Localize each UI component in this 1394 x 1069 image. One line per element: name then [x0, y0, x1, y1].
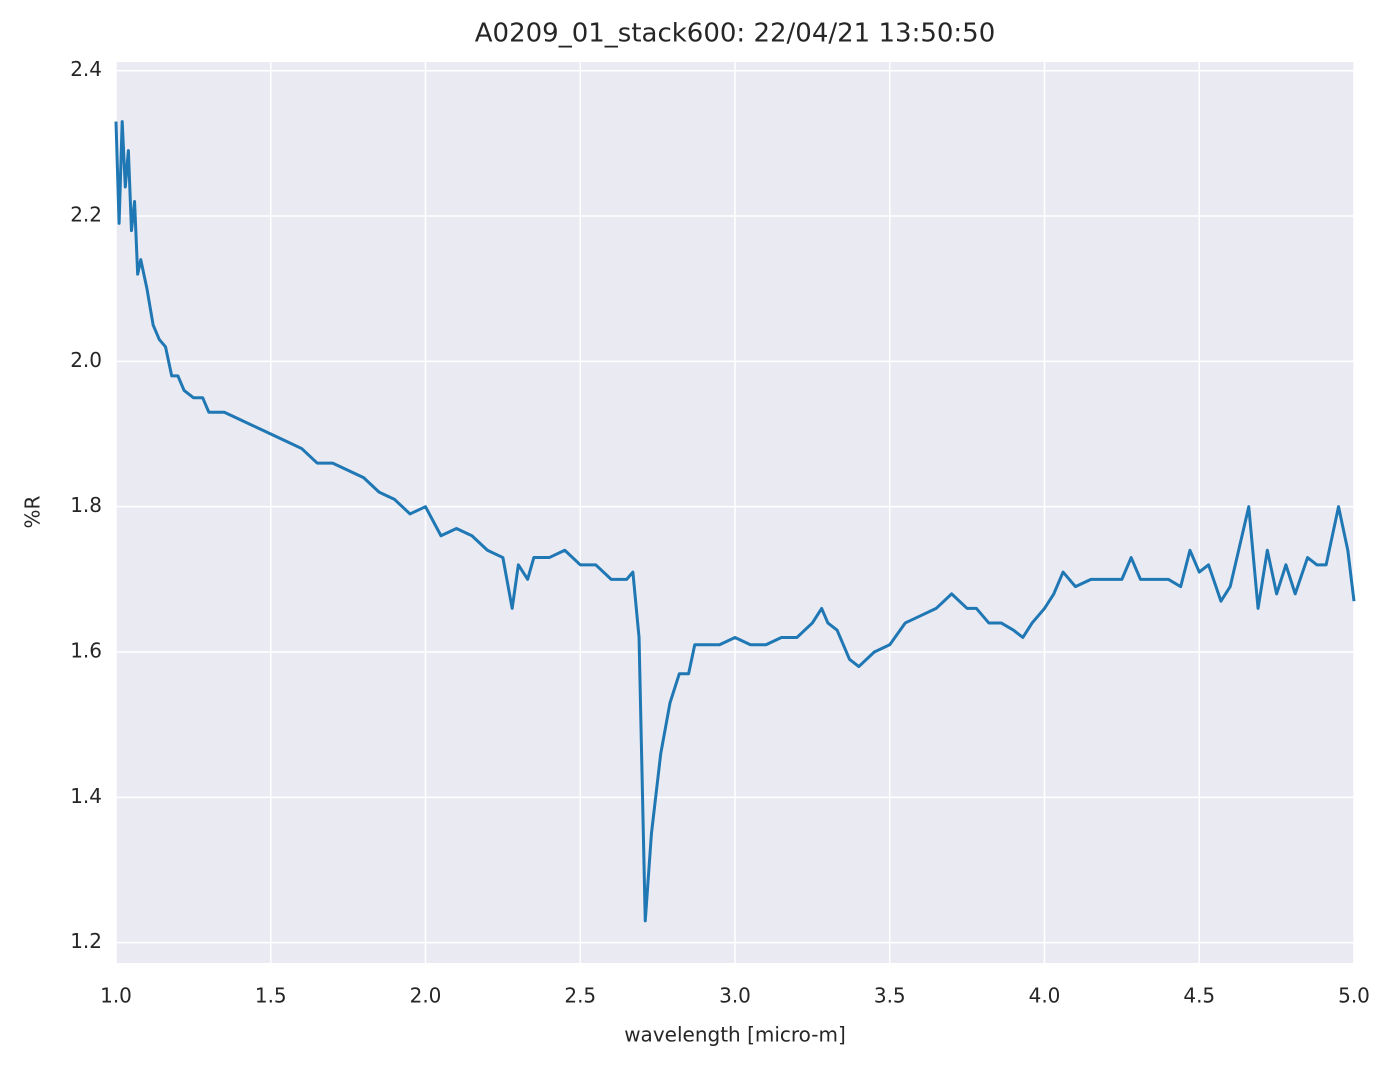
- y-tick-label: 1.8: [70, 493, 102, 517]
- x-tick-label: 3.5: [874, 984, 906, 1008]
- x-axis-label: wavelength [micro-m]: [624, 1023, 846, 1047]
- chart-title: A0209_01_stack600: 22/04/21 13:50:50: [475, 19, 996, 49]
- y-tick-label: 1.2: [70, 929, 102, 953]
- x-tick-label: 1.0: [100, 984, 132, 1008]
- y-axis-label: %R: [21, 495, 45, 528]
- y-tick-label: 1.4: [70, 784, 102, 808]
- x-tick-label: 4.5: [1183, 984, 1215, 1008]
- x-tick-label: 1.5: [255, 984, 287, 1008]
- x-tick-label: 3.0: [719, 984, 751, 1008]
- x-tick-label: 2.5: [564, 984, 596, 1008]
- y-tick-label: 2.4: [70, 57, 102, 81]
- x-tick-label: 2.0: [410, 984, 442, 1008]
- data-line: [114, 120, 1356, 923]
- y-tick-label: 2.0: [70, 348, 102, 372]
- x-tick-label: 5.0: [1338, 984, 1370, 1008]
- y-tick-label: 2.2: [70, 203, 102, 227]
- x-tick-label: 4.0: [1029, 984, 1061, 1008]
- y-tick-label: 1.6: [70, 639, 102, 663]
